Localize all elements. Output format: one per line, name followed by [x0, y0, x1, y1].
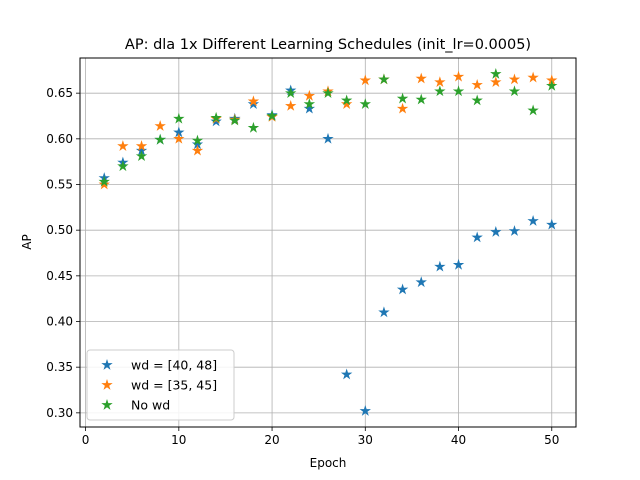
data-point — [508, 73, 521, 85]
data-point — [135, 150, 148, 162]
series-3 — [98, 68, 558, 187]
data-point — [378, 73, 390, 85]
data-point — [117, 140, 129, 151]
data-point — [154, 120, 166, 131]
data-point — [266, 110, 278, 121]
legend-marker — [101, 379, 113, 390]
data-point — [154, 133, 166, 145]
data-point — [508, 225, 521, 236]
data-point — [527, 104, 539, 116]
data-point — [452, 258, 465, 270]
data-point — [359, 405, 371, 416]
x-tick-label: 40 — [451, 433, 466, 447]
data-point — [340, 368, 353, 380]
data-point — [527, 215, 539, 226]
data-point — [434, 85, 446, 97]
x-tick-label: 10 — [171, 433, 186, 447]
data-point — [359, 74, 371, 86]
y-tick-label: 0.65 — [46, 86, 73, 100]
data-point — [303, 89, 316, 101]
data-point — [378, 306, 390, 318]
data-point — [452, 85, 465, 97]
data-point — [359, 98, 371, 109]
data-point — [508, 85, 521, 97]
data-point — [527, 71, 539, 83]
data-point — [303, 102, 316, 114]
data-point — [415, 276, 427, 288]
x-tick-label: 0 — [82, 433, 90, 447]
data-point — [396, 92, 409, 104]
y-axis-label: AP — [20, 234, 34, 249]
data-point — [285, 99, 297, 111]
data-point — [471, 94, 483, 106]
x-tick-label: 50 — [544, 433, 559, 447]
data-point — [471, 231, 483, 243]
data-point — [396, 102, 409, 114]
legend: wd = [40, 48] wd = [35, 45] No wd — [86, 349, 235, 421]
data-point — [546, 218, 558, 230]
data-point — [396, 283, 409, 295]
legend-marker — [101, 359, 113, 370]
chart-title: AP: dla 1x Different Learning Schedules … — [125, 37, 531, 53]
legend-box — [86, 349, 235, 421]
data-point — [322, 132, 334, 144]
data-point — [247, 121, 260, 133]
data-point — [285, 87, 297, 99]
data-point — [340, 94, 353, 106]
data-point — [210, 111, 222, 123]
legend-marker — [101, 399, 113, 410]
data-point — [490, 226, 502, 237]
data-point — [415, 93, 427, 105]
data-point — [303, 98, 316, 109]
data-point — [471, 78, 483, 90]
data-point — [434, 76, 446, 88]
y-tick-label: 0.40 — [46, 315, 73, 329]
y-tick-label: 0.50 — [46, 223, 73, 237]
data-point — [490, 68, 502, 79]
data-points — [98, 68, 558, 416]
data-point — [229, 114, 241, 126]
data-point — [173, 112, 185, 124]
legend-label: wd = [35, 45] — [131, 378, 217, 393]
data-point — [546, 79, 558, 91]
y-tick-label: 0.30 — [46, 406, 73, 420]
data-point — [191, 134, 204, 146]
y-tick-label: 0.55 — [46, 178, 73, 192]
data-point — [340, 98, 353, 109]
y-tick-label: 0.45 — [46, 269, 73, 283]
x-axis-label: Epoch — [310, 456, 347, 470]
data-point — [322, 87, 334, 99]
data-point — [135, 140, 148, 151]
axis-ticks: 0 10 20 30 40 50 0.30 0.35 0.40 0.45 0.50 0.55 0.60 0… — [46, 86, 559, 447]
data-point — [191, 144, 204, 156]
data-point — [98, 175, 110, 187]
y-tick-label: 0.35 — [46, 360, 73, 374]
data-point — [452, 70, 465, 82]
data-point — [117, 160, 129, 172]
data-point — [434, 260, 446, 272]
legend-label: No wd — [131, 398, 170, 413]
data-point — [415, 72, 427, 84]
legend-label: wd = [40, 48] — [131, 358, 217, 373]
x-tick-label: 30 — [358, 433, 373, 447]
data-point — [173, 132, 185, 144]
x-tick-label: 20 — [264, 433, 279, 447]
data-point — [490, 76, 502, 88]
data-point — [247, 95, 260, 107]
y-tick-label: 0.60 — [46, 132, 73, 146]
plot-frame — [79, 57, 577, 428]
